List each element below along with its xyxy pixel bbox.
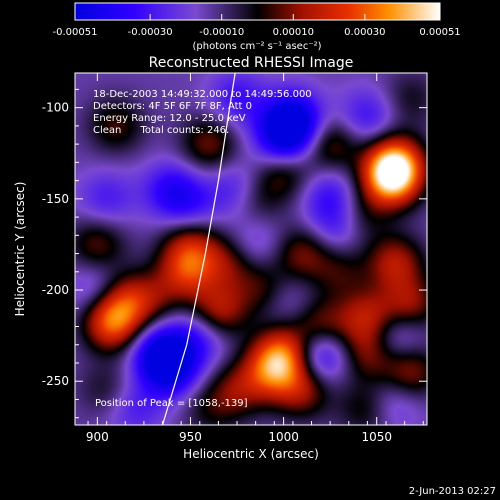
solar-limb-curve [161, 73, 236, 425]
colorbar-tick-label: 0.00051 [419, 27, 460, 38]
plot-frame [74, 72, 428, 426]
colorbar [74, 2, 441, 21]
y-tick-label: -100 [42, 101, 69, 115]
heatmap-image [75, 73, 427, 425]
colorbar-tick-label: -0.00030 [128, 27, 173, 38]
annotation-energy: Energy Range: 12.0 - 25.0 keV [93, 113, 246, 124]
x-tick-label: 950 [179, 430, 202, 444]
colorbar-tick-label: -0.00010 [199, 27, 244, 38]
colorbar-tick-label: 0.00010 [273, 27, 314, 38]
y-tick-label: -250 [42, 374, 69, 388]
axis-ticks: 900 950 1000 1050 -100 -150 -200 -250 [42, 73, 427, 444]
peak-position-label: Position of Peak = [1058,-139] [95, 398, 248, 409]
heatmap-raster [75, 73, 427, 425]
annotation-detectors: Detectors: 4F 5F 6F 7F 8F, Att 0 [93, 101, 252, 112]
y-tick-label: -200 [42, 283, 69, 297]
chart-title: Reconstructed RHESSI Image [149, 55, 354, 71]
annotation-time: 18-Dec-2003 14:49:32.000 to 14:49:56.000 [93, 89, 312, 100]
y-tick-label: -150 [42, 192, 69, 206]
annotation-clean: Clean Total counts: 246. [93, 125, 229, 136]
colorbar-tick-label: -0.00051 [53, 27, 98, 38]
colorbar-tick-label: 0.00030 [344, 27, 385, 38]
x-tick-label: 1000 [268, 430, 299, 444]
x-tick-label: 1050 [361, 430, 392, 444]
x-tick-label: 900 [86, 430, 109, 444]
colorbar-ticks: -0.00051 -0.00030 -0.00010 0.00010 0.00030 0.… [53, 14, 461, 38]
y-axis-label: Heliocentric Y (arcsec) [13, 182, 27, 317]
x-axis-label: Heliocentric X (arcsec) [183, 447, 319, 461]
footer-date: 2-Jun-2013 02:27 [409, 486, 496, 497]
colorbar-units: (photons cm⁻² s⁻¹ asec⁻²) [192, 41, 321, 52]
